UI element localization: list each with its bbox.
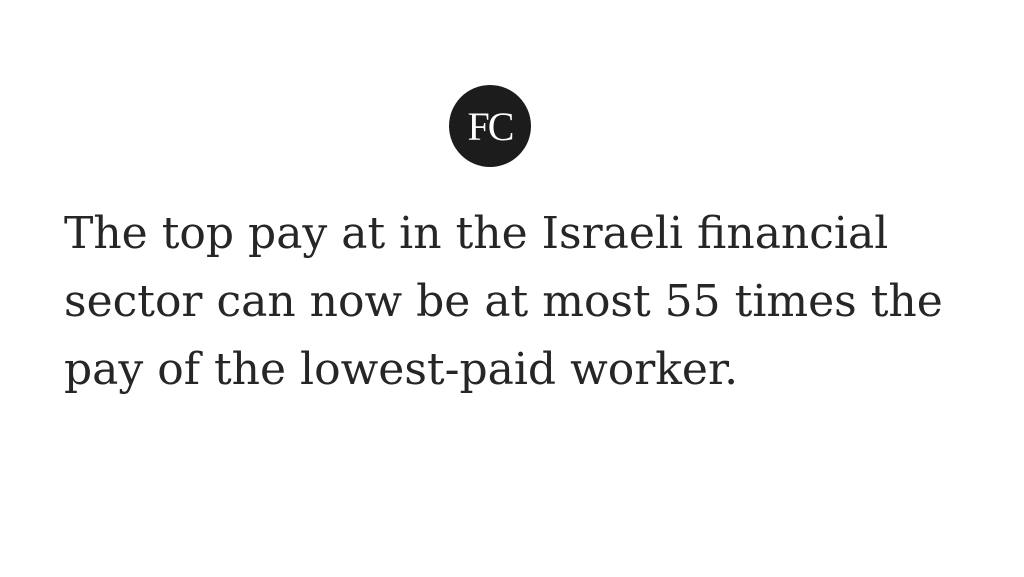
quote-text: The top pay at in the Israeli financial … [64,200,984,404]
quote-line-2: sector can now be at most 55 times the [64,276,943,327]
quote-line-3: pay of the lowest-paid worker. [64,344,739,395]
quote-line-1: The top pay at in the Israeli financial [64,208,889,259]
fc-logo: FC [449,85,531,167]
logo-text: FC [467,104,515,149]
